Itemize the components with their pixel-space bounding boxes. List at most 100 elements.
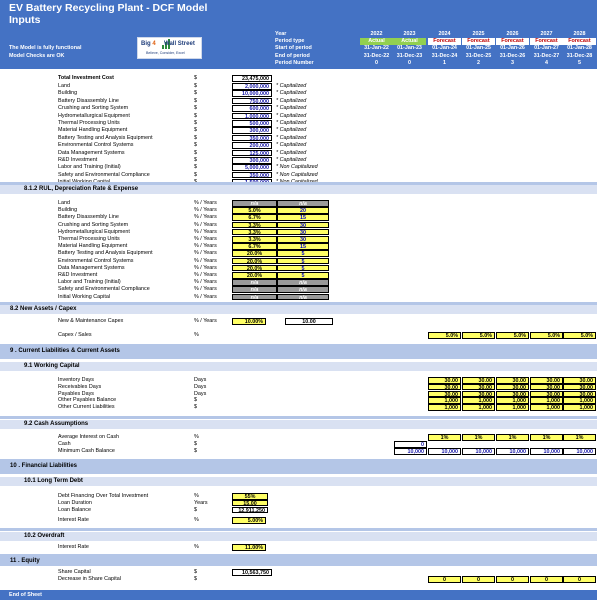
depreciation-rate-cell[interactable]: 20.0% (232, 250, 277, 257)
min-cash-input[interactable]: 10,000 (496, 448, 529, 455)
wc-value-input[interactable]: 30.00 (563, 377, 596, 384)
logo-tagline: Believe, Consider, Excel (146, 51, 185, 55)
depreciation-rate-cell[interactable]: 3.3% (232, 228, 277, 236)
period-number-label: Period Number (275, 60, 314, 66)
capex-sales-input[interactable]: 5.0% (496, 332, 529, 339)
share-decrease-input[interactable]: 0 (530, 576, 563, 583)
cash-interest-input[interactable]: 1% (496, 434, 529, 441)
share-decrease-input[interactable]: 0 (496, 576, 529, 583)
share-capital-value[interactable]: 10,563,750 (232, 569, 272, 576)
wc-value-input[interactable]: 1,000 (462, 397, 495, 404)
wc-value-input[interactable]: 1,000 (530, 397, 563, 404)
investment-item-input[interactable]: 300,000 (232, 157, 272, 164)
wc-value-input[interactable]: 30.00 (563, 383, 596, 391)
investment-item-input[interactable]: 750,000 (232, 97, 272, 105)
useful-life-years-input: n/a (277, 279, 329, 286)
investment-item-input[interactable]: 5,000,000 (232, 164, 272, 171)
wc-value-input[interactable]: 1,000 (462, 404, 495, 411)
depreciation-rate-cell[interactable]: 20.0% (232, 272, 277, 279)
investment-item-input[interactable]: 600,000 (232, 105, 272, 112)
wc-value-input[interactable]: 30.00 (496, 377, 529, 384)
ltd-interest-label: Interest Rate (58, 517, 89, 523)
wc-value-input[interactable]: 30.00 (530, 377, 563, 384)
wc-value-input[interactable]: 1,000 (563, 404, 596, 411)
wc-value-input[interactable]: 30.00 (530, 390, 563, 398)
min-cash-input[interactable]: 10,000 (530, 448, 563, 455)
new-capex-years-input[interactable]: 10.00 (285, 318, 333, 325)
wc-value-input[interactable]: 1,000 (563, 397, 596, 404)
depreciation-rate-cell[interactable]: 20.0% (232, 257, 277, 265)
wc-value-input[interactable]: 30.00 (496, 390, 529, 398)
share-decrease-input[interactable]: 0 (563, 576, 596, 583)
wc-value-input[interactable]: 30.00 (428, 390, 461, 398)
row-unit: % / Years (194, 264, 217, 271)
capex-sales-input[interactable]: 5.0% (428, 332, 461, 339)
investment-item-input[interactable]: 350,000 (232, 134, 272, 142)
model-checks-status: Model Checks are OK (9, 53, 65, 59)
investment-item-input[interactable]: 500,000 (232, 120, 272, 127)
useful-life-years-input[interactable]: 15 (277, 243, 329, 250)
row-unit: % (194, 517, 199, 523)
useful-life-years-input[interactable]: 15 (277, 214, 329, 221)
asset-label: R&D Investment (58, 272, 98, 278)
depreciation-rate-cell[interactable]: 6.7% (232, 243, 277, 250)
wc-value-input[interactable]: 30.00 (462, 383, 495, 391)
period-number-cell: 5 (578, 60, 581, 66)
min-cash-input[interactable]: 10,000 (428, 448, 461, 455)
ltd-value-input[interactable]: 55% (232, 493, 268, 500)
row-unit: Days (194, 377, 207, 383)
cash-interest-input[interactable]: 1% (428, 434, 461, 441)
wc-value-input[interactable]: 1,000 (496, 397, 529, 404)
investment-item-input[interactable]: 300,000 (232, 127, 272, 134)
useful-life-years-input[interactable]: 30 (277, 221, 329, 229)
ltd-value-input[interactable]: 12,911,250 (232, 506, 268, 514)
row-unit: % / Years (194, 200, 217, 206)
wc-value-input[interactable]: 30.00 (530, 383, 563, 391)
ltd-value-input[interactable]: 15.00 (232, 499, 268, 507)
wc-value-input[interactable]: 1,000 (496, 404, 529, 411)
min-cash-input[interactable]: 10,000 (394, 448, 427, 455)
investment-item-input[interactable]: 350,000 (232, 171, 272, 179)
useful-life-years-input[interactable]: 5 (277, 257, 329, 265)
wc-value-input[interactable]: 1,000 (428, 404, 461, 411)
wc-value-input[interactable]: 30.00 (563, 390, 596, 398)
wc-value-input[interactable]: 1,000 (428, 397, 461, 404)
depreciation-rate-cell[interactable]: 3.3% (232, 236, 277, 243)
capex-sales-input[interactable]: 5.0% (563, 332, 596, 339)
new-capex-rate-input[interactable]: 10.00% (232, 318, 266, 325)
useful-life-years-input[interactable]: 5 (277, 272, 329, 279)
wc-value-input[interactable]: 30.00 (496, 383, 529, 391)
useful-life-years-input[interactable]: 20 (277, 207, 329, 214)
capex-sales-input[interactable]: 5.0% (462, 332, 495, 339)
min-cash-input[interactable]: 10,000 (563, 448, 596, 455)
investment-item-label: Battery Testing and Analysis Equipment (58, 134, 153, 141)
investment-item-input[interactable]: 200,000 (232, 142, 272, 149)
wc-value-input[interactable]: 30.00 (428, 377, 461, 384)
ltd-interest-input[interactable]: 5.00% (232, 517, 266, 524)
investment-item-input[interactable]: 10,000,000 (232, 90, 272, 97)
share-decrease-input[interactable]: 0 (462, 576, 495, 583)
depreciation-rate-cell[interactable]: 5.0% (232, 207, 277, 214)
share-decrease-input[interactable]: 0 (428, 576, 461, 583)
depreciation-rate-cell[interactable]: 3.3% (232, 221, 277, 229)
useful-life-years-input[interactable]: 5 (277, 250, 329, 257)
wc-value-input[interactable]: 1,000 (530, 404, 563, 411)
wc-value-input[interactable]: 30.00 (428, 383, 461, 391)
useful-life-years-input[interactable]: 5 (277, 264, 329, 272)
cash-interest-input[interactable]: 1% (530, 434, 563, 441)
depreciation-rate-cell[interactable]: 20.0% (232, 264, 277, 272)
depreciation-rate-cell[interactable]: 6.7% (232, 214, 277, 221)
useful-life-years-input[interactable]: 30 (277, 236, 329, 243)
min-cash-input[interactable]: 10,000 (462, 448, 495, 455)
wc-value-input[interactable]: 30.00 (462, 377, 495, 384)
overdraft-interest-input[interactable]: 11.00% (232, 544, 266, 551)
investment-item-input[interactable]: 1,000,000 (232, 112, 272, 120)
cash-interest-input[interactable]: 1% (563, 434, 596, 441)
cash-value-input[interactable]: 0 (394, 441, 427, 448)
wc-value-input[interactable]: 30.00 (462, 390, 495, 398)
capex-sales-input[interactable]: 5.0% (530, 332, 563, 339)
useful-life-years-input[interactable]: 30 (277, 228, 329, 236)
investment-item-input[interactable]: 2,000,000 (232, 83, 272, 90)
investment-item-input[interactable]: 125,000 (232, 149, 272, 157)
cash-interest-input[interactable]: 1% (462, 434, 495, 441)
